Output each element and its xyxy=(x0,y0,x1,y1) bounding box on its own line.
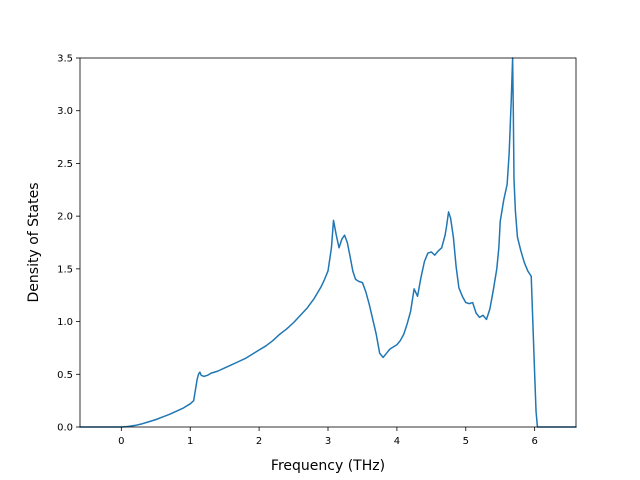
x-tick-label: 3 xyxy=(325,436,331,447)
y-tick-label: 3.5 xyxy=(57,54,73,65)
x-tick-label: 6 xyxy=(531,436,537,447)
y-tick-label: 2.5 xyxy=(57,159,73,170)
x-tick-label: 4 xyxy=(394,436,400,447)
axes-frame xyxy=(79,57,577,428)
x-tick-label: 2 xyxy=(256,436,262,447)
y-axis-ticks: 0.0 0.5 1.0 1.5 2.0 2.5 3.0 3.5 xyxy=(57,54,80,434)
plot-area xyxy=(79,57,577,428)
y-axis-label: Density of States xyxy=(26,183,42,303)
y-tick-label: 1.5 xyxy=(57,264,73,275)
y-tick-label: 1.0 xyxy=(57,317,73,328)
x-axis-label: Frequency (THz) xyxy=(271,458,385,474)
dos-series-line xyxy=(79,57,577,428)
x-tick-label: 1 xyxy=(187,436,193,447)
x-axis-ticks: 0 1 2 3 4 5 6 xyxy=(118,427,538,447)
x-tick-label: 0 xyxy=(118,436,124,447)
x-tick-label: 5 xyxy=(463,436,469,447)
y-tick-label: 2.0 xyxy=(57,212,73,223)
y-tick-label: 3.0 xyxy=(57,106,73,117)
y-tick-label: 0.5 xyxy=(57,370,73,381)
y-tick-label: 0.0 xyxy=(57,423,73,434)
